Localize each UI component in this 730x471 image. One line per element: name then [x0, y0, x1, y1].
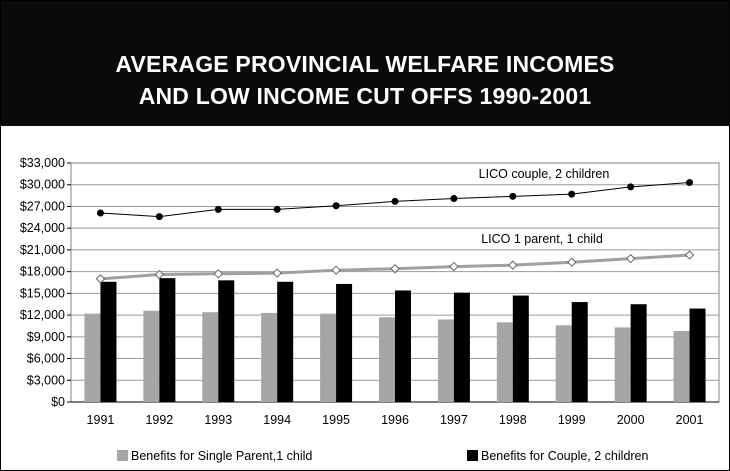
- x-tick-label: 1995: [322, 413, 350, 427]
- marker-lico-couple: [214, 205, 222, 213]
- legend-label-couple: Benefits for Couple, 2 children: [481, 449, 649, 463]
- marker-lico-single-parent: [272, 268, 282, 278]
- marker-lico-single-parent: [95, 274, 106, 284]
- marker-lico-couple: [155, 213, 163, 221]
- x-tick-label: 2001: [676, 413, 704, 427]
- x-tick-label: 1998: [499, 413, 527, 427]
- x-tick-label: 1996: [381, 413, 409, 427]
- bar-couple: [395, 290, 411, 402]
- bar-single-parent: [320, 313, 337, 402]
- bar-couple: [571, 302, 588, 402]
- marker-lico-single-parent: [567, 257, 577, 267]
- bar-couple: [218, 280, 235, 402]
- bar-single-parent: [202, 312, 219, 402]
- y-tick-label: $12,000: [20, 308, 65, 322]
- bar-couple: [336, 283, 353, 402]
- marker-lico-single-parent: [213, 269, 223, 279]
- title-banner: AVERAGE PROVINCIAL WELFARE INCOMES AND L…: [1, 1, 729, 126]
- x-tick-label: 1994: [263, 413, 291, 427]
- bar-single-parent: [496, 322, 513, 402]
- bar-single-parent: [555, 325, 572, 402]
- legend-swatch-couple: [467, 450, 478, 461]
- y-tick-label: $33,000: [20, 156, 65, 170]
- marker-lico-couple: [391, 197, 399, 205]
- marker-lico-couple: [332, 202, 340, 210]
- bar-single-parent: [379, 317, 395, 402]
- bar-single-parent: [261, 312, 278, 402]
- bar-single-parent: [84, 313, 101, 402]
- x-tick-label: 1993: [204, 413, 232, 427]
- y-tick-label: $6,000: [27, 352, 65, 366]
- marker-lico-single-parent: [684, 250, 695, 260]
- legend-swatch-single-parent: [117, 450, 128, 461]
- marker-lico-single-parent: [508, 260, 518, 270]
- bar-couple: [512, 295, 529, 402]
- x-tick-label: 1991: [87, 413, 115, 427]
- legend-single-parent: Benefits for Single Parent,1 child: [117, 449, 312, 463]
- bar-couple: [100, 281, 117, 402]
- marker-lico-single-parent: [449, 261, 459, 272]
- x-tick-label: 1999: [558, 413, 586, 427]
- label-lico-couple: LICO couple, 2 children: [479, 167, 610, 181]
- bar-couple: [277, 281, 294, 402]
- legend-couple: Benefits for Couple, 2 children: [467, 449, 648, 463]
- x-tick-label: 1997: [440, 413, 468, 427]
- bar-single-parent: [614, 327, 631, 402]
- marker-lico-single-parent: [625, 253, 636, 264]
- y-tick-label: $24,000: [20, 221, 65, 235]
- bar-single-parent: [143, 310, 160, 402]
- x-tick-label: 2000: [617, 413, 645, 427]
- y-tick-label: $9,000: [27, 330, 65, 344]
- y-tick-label: $30,000: [20, 178, 65, 192]
- y-tick-label: $27,000: [20, 199, 65, 213]
- marker-lico-couple: [96, 209, 104, 217]
- y-tick-label: $21,000: [20, 243, 65, 257]
- marker-lico-single-parent: [390, 264, 400, 274]
- y-tick-label: $15,000: [20, 286, 65, 300]
- marker-lico-couple: [627, 183, 635, 191]
- x-tick-label: 1992: [145, 413, 173, 427]
- label-lico-single-parent: LICO 1 parent, 1 child: [481, 232, 603, 246]
- chart-title-line-1: AVERAGE PROVINCIAL WELFARE INCOMES: [115, 51, 615, 77]
- marker-lico-couple: [568, 190, 576, 198]
- chart-title-line-2: AND LOW INCOME CUT OFFS 1990-2001: [138, 83, 592, 109]
- marker-lico-couple: [273, 205, 281, 213]
- marker-lico-single-parent: [331, 265, 341, 275]
- bar-couple: [630, 304, 647, 402]
- marker-lico-couple: [509, 192, 517, 200]
- bar-couple: [159, 278, 176, 402]
- bar-couple: [453, 292, 470, 402]
- bar-couple: [689, 308, 706, 402]
- bar-single-parent: [673, 331, 690, 402]
- legend-label-single-parent: Benefits for Single Parent,1 child: [131, 449, 313, 463]
- y-tick-label: $0: [51, 395, 65, 409]
- y-tick-label: $3,000: [27, 373, 65, 387]
- bar-single-parent: [437, 319, 454, 402]
- y-tick-label: $18,000: [20, 265, 65, 279]
- marker-lico-couple: [450, 194, 458, 202]
- marker-lico-couple: [686, 179, 694, 187]
- marker-lico-single-parent: [154, 269, 165, 280]
